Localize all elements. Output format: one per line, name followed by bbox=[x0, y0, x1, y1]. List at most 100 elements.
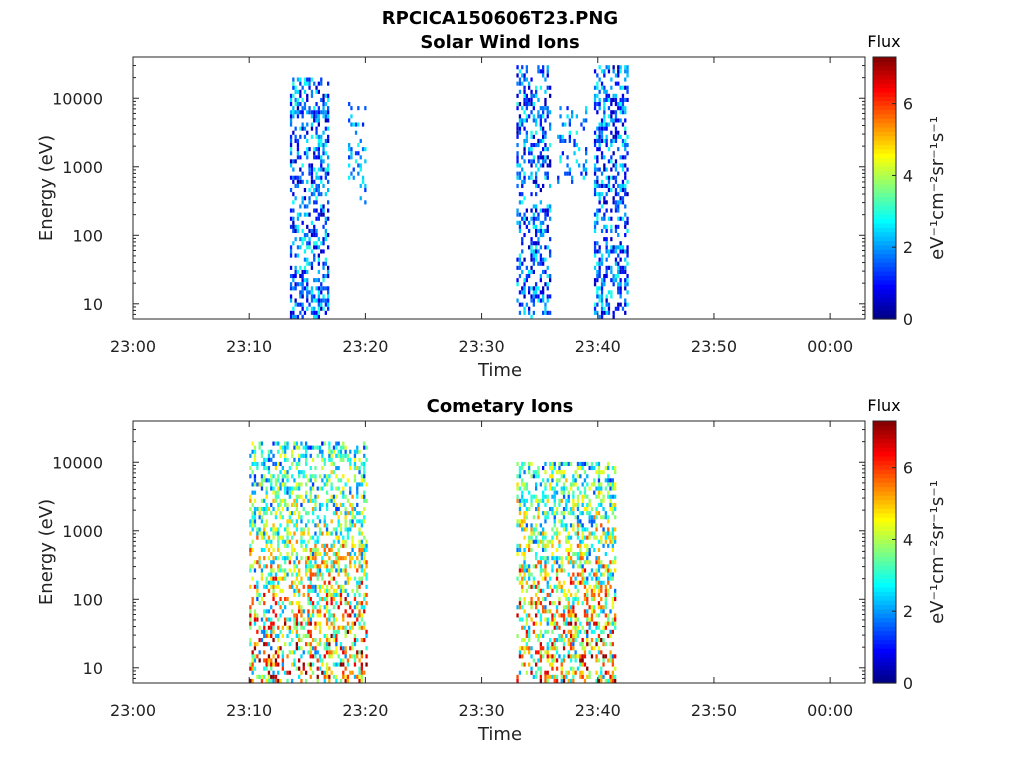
heatmap-cell bbox=[299, 155, 302, 160]
heatmap-cell bbox=[260, 478, 264, 483]
heatmap-cell bbox=[583, 535, 587, 540]
heatmap-cell bbox=[588, 552, 591, 557]
heatmap-cell bbox=[309, 478, 312, 483]
heatmap-cell bbox=[353, 515, 357, 520]
heatmap-cell bbox=[619, 294, 622, 299]
colorbar-segment bbox=[873, 460, 896, 466]
heatmap-cell bbox=[603, 216, 606, 221]
heatmap-cell bbox=[292, 216, 295, 221]
heatmap-cell bbox=[296, 269, 300, 274]
heatmap-cell bbox=[353, 552, 357, 557]
heatmap-cell bbox=[321, 543, 324, 548]
heatmap-cell bbox=[296, 110, 300, 115]
heatmap-cell bbox=[598, 97, 601, 102]
heatmap-cell bbox=[288, 568, 291, 573]
heatmap-cells bbox=[249, 441, 617, 683]
heatmap-cell bbox=[528, 638, 531, 643]
heatmap-cell bbox=[518, 130, 522, 135]
heatmap-cell bbox=[568, 167, 571, 172]
heatmap-cell bbox=[528, 543, 531, 548]
heatmap-cell bbox=[607, 527, 610, 532]
heatmap-cell bbox=[294, 89, 297, 94]
heatmap-cell bbox=[579, 629, 582, 634]
heatmap-cell bbox=[256, 535, 259, 540]
heatmap-cell bbox=[311, 670, 315, 675]
heatmap-cell bbox=[294, 126, 297, 131]
colorbar-segment bbox=[873, 257, 896, 263]
heatmap-cell bbox=[602, 609, 605, 614]
heatmap-cell bbox=[251, 658, 254, 663]
heatmap-cell bbox=[317, 294, 320, 299]
heatmap-cell bbox=[546, 286, 549, 291]
heatmap-cell bbox=[277, 646, 280, 651]
heatmap-cell bbox=[251, 482, 254, 487]
heatmap-cell bbox=[600, 204, 604, 209]
heatmap-cell bbox=[291, 490, 294, 495]
heatmap-cell bbox=[614, 539, 617, 544]
heatmap-cell bbox=[596, 73, 599, 78]
heatmap-cell bbox=[299, 175, 302, 180]
heatmap-cell bbox=[572, 666, 575, 671]
heatmap-cell bbox=[321, 453, 324, 458]
heatmap-cell bbox=[296, 245, 300, 250]
heatmap-cell bbox=[317, 290, 320, 295]
heatmap-cell bbox=[588, 486, 591, 491]
heatmap-cell bbox=[551, 486, 554, 491]
heatmap-cell bbox=[292, 110, 295, 115]
heatmap-cell bbox=[311, 588, 315, 593]
heatmap-cell bbox=[532, 539, 535, 544]
heatmap-cell bbox=[310, 77, 314, 82]
heatmap-cell bbox=[322, 208, 325, 213]
heatmap-cell bbox=[530, 269, 533, 274]
heatmap-cell bbox=[279, 552, 282, 557]
heatmap-cell bbox=[597, 470, 601, 475]
heatmap-cell bbox=[295, 556, 298, 561]
heatmap-cell bbox=[521, 216, 524, 221]
heatmap-cell bbox=[284, 486, 287, 491]
heatmap-cell bbox=[537, 237, 540, 242]
heatmap-cell bbox=[596, 155, 599, 160]
heatmap-cell bbox=[296, 143, 300, 148]
colorbar-segment bbox=[873, 222, 896, 228]
heatmap-cell bbox=[546, 175, 549, 180]
heatmap-cell bbox=[521, 527, 524, 532]
heatmap-cell bbox=[286, 519, 289, 524]
heatmap-cell bbox=[330, 584, 333, 589]
colorbar-segment bbox=[873, 508, 896, 514]
heatmap-cell bbox=[621, 97, 625, 102]
heatmap-cell bbox=[339, 453, 343, 458]
heatmap-cell bbox=[308, 212, 311, 217]
heatmap-cell bbox=[596, 134, 599, 139]
heatmap-cell bbox=[555, 588, 559, 593]
heatmap-cell bbox=[344, 523, 347, 528]
heatmap-cell bbox=[339, 502, 343, 507]
heatmap-cell bbox=[272, 609, 275, 614]
heatmap-cell bbox=[528, 286, 531, 291]
heatmap-cell bbox=[325, 674, 329, 679]
heatmap-cell bbox=[586, 507, 589, 512]
heatmap-cell bbox=[614, 97, 618, 102]
heatmap-cell bbox=[358, 531, 361, 536]
heatmap-cell bbox=[306, 278, 309, 283]
heatmap-cell bbox=[617, 274, 620, 279]
heatmap-cell bbox=[300, 539, 303, 544]
heatmap-cell bbox=[595, 535, 598, 540]
heatmap-cell bbox=[314, 572, 317, 577]
heatmap-cell bbox=[260, 572, 264, 577]
heatmap-cell bbox=[530, 654, 533, 659]
heatmap-cell bbox=[521, 662, 524, 667]
heatmap-cell bbox=[313, 81, 316, 86]
heatmap-cell bbox=[284, 597, 287, 602]
heatmap-cell bbox=[562, 592, 566, 597]
colorbar-segment bbox=[873, 179, 896, 185]
heatmap-cell bbox=[258, 601, 261, 606]
heatmap-cell bbox=[590, 543, 594, 548]
heatmap-cell bbox=[573, 151, 576, 156]
heatmap-cell bbox=[604, 605, 607, 610]
heatmap-cell bbox=[272, 580, 275, 585]
heatmap-cell bbox=[569, 658, 573, 663]
heatmap-cell bbox=[595, 556, 598, 561]
heatmap-cell bbox=[303, 151, 307, 156]
heatmap-cell bbox=[344, 625, 347, 630]
heatmap-cell bbox=[611, 482, 614, 487]
